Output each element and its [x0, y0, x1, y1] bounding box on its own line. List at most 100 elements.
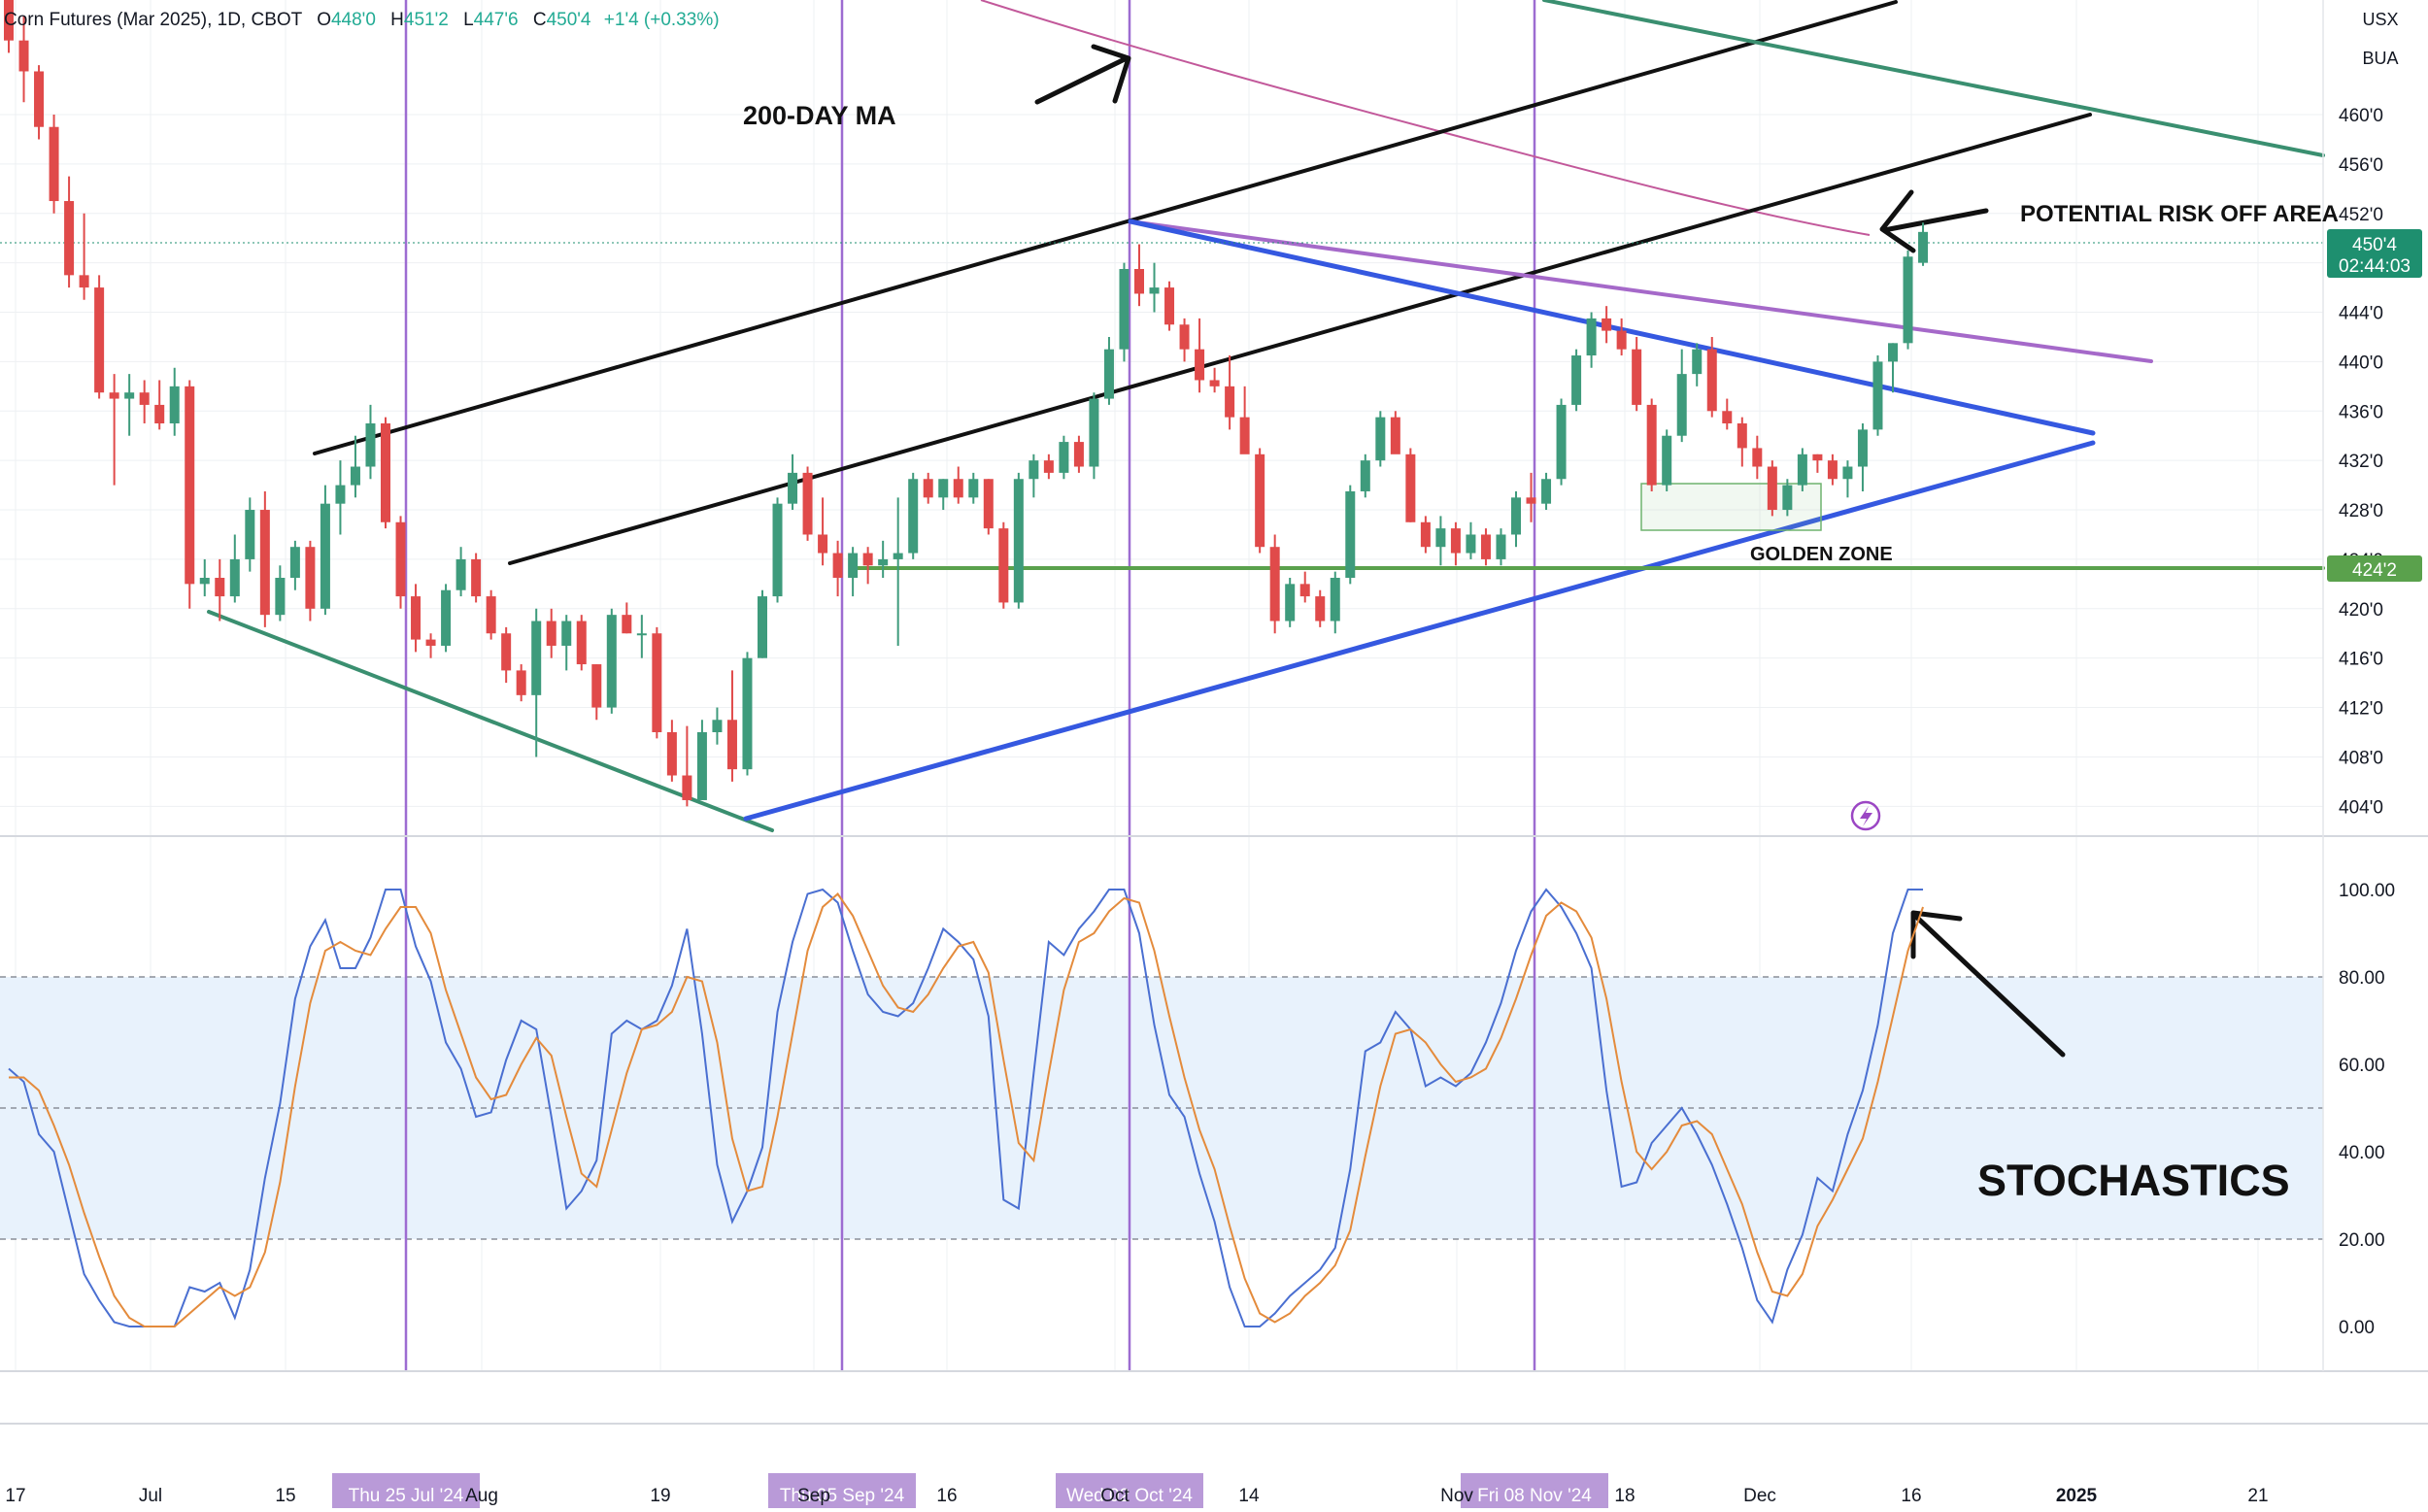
candle-body: [1737, 423, 1747, 449]
candle-body: [1616, 330, 1627, 350]
candle-body: [1797, 454, 1807, 486]
candle-body: [1722, 411, 1733, 423]
candle-body: [531, 621, 542, 695]
candle-body: [1526, 497, 1536, 504]
candle-body: [1888, 343, 1898, 362]
candle-body: [1420, 521, 1431, 548]
date-marker-label: Wed 02 Oct '24: [1066, 1486, 1193, 1506]
candle-body: [1285, 584, 1296, 622]
candle-body: [742, 657, 753, 770]
candle-body: [561, 621, 572, 646]
open-label: O: [317, 10, 331, 30]
candle-body: [606, 615, 617, 708]
candle-body: [109, 392, 119, 399]
candle-body: [1676, 374, 1687, 436]
price-tick-label: 444'0: [2339, 304, 2383, 324]
ma-arrow-shaft: [1034, 55, 1130, 105]
risk-label: POTENTIAL RISK OFF AREA: [2020, 201, 2339, 227]
stoch-tick-label: 100.00: [2339, 881, 2395, 901]
candle-body: [968, 479, 979, 498]
unit-button[interactable]: BUA: [2352, 49, 2409, 69]
close-label: C: [532, 10, 547, 30]
currency-button[interactable]: USX: [2352, 10, 2409, 30]
candle-body: [49, 126, 59, 202]
candle-body: [652, 633, 662, 732]
stochastic-lines: [8, 888, 1924, 1327]
candle-body: [139, 392, 150, 405]
channel-green-line: [1542, 0, 2325, 157]
date-marker-label: Thu 25 Jul '24: [349, 1486, 464, 1506]
candle-body: [1556, 404, 1567, 480]
candle-body: [1466, 534, 1476, 554]
candle-body: [1662, 435, 1672, 486]
candle-body: [726, 720, 737, 770]
time-axis[interactable]: 17 Jul 15 Aug 19 Sep 16 Oct 14 Nov 18 Dec 16 2025 21: [5, 1486, 2268, 1506]
date-marker-lines: Thu 25 Jul '24 Thu 05 Sep '24 Wed 02 Oct '…: [332, 0, 1608, 1508]
candle-body: [350, 466, 360, 486]
candle-body: [365, 423, 376, 467]
time-tick-label: 16: [1901, 1486, 1921, 1506]
symbol-header: Corn Futures (Mar 2025), 1D, CBOT O448'0…: [4, 10, 720, 31]
date-marker-badge: [768, 1473, 916, 1508]
candle-body: [1103, 349, 1114, 399]
candle-body: [4, 0, 14, 41]
candle-body: [1692, 349, 1703, 375]
candle-body: [1299, 584, 1310, 597]
ma-arrow-head: [1091, 44, 1131, 104]
candle-body: [289, 547, 300, 578]
price-tick-label: 452'0: [2339, 205, 2383, 225]
candle-body: [1480, 534, 1491, 559]
stoch-tick-label: 80.00: [2339, 968, 2385, 989]
trendlines: [0, 0, 2325, 1058]
time-tick-label: 19: [650, 1486, 670, 1506]
candle-body: [486, 596, 496, 634]
candle-body: [1918, 231, 1929, 263]
candle-body: [1842, 466, 1853, 480]
channel-mid-line: [508, 113, 2092, 565]
channel-top-line: [313, 0, 1898, 455]
candle-body: [622, 615, 632, 634]
candle-body: [1541, 479, 1552, 504]
candle-body: [411, 596, 422, 640]
date-marker-label: Fri 08 Nov '24: [1477, 1486, 1592, 1506]
candle-body: [1511, 497, 1521, 535]
candle-body: [1390, 417, 1400, 454]
time-tick-label: 21: [2247, 1486, 2268, 1506]
candle-body: [275, 578, 286, 616]
candle-body: [1903, 256, 1913, 344]
candle-body: [682, 775, 692, 800]
candle-body: [1059, 442, 1069, 473]
high-value: 451'2: [403, 10, 449, 30]
flash-icon[interactable]: [1850, 800, 1881, 831]
stoch-arrow-shaft: [1912, 913, 2066, 1058]
price-tick-label: 432'0: [2339, 452, 2383, 472]
candle-body: [1255, 454, 1265, 548]
candle-body: [953, 479, 963, 498]
price-axis[interactable]: 460'0456'0452'0448'0444'0440'0436'0432'0…: [2327, 106, 2422, 1338]
candle-body: [1269, 547, 1280, 622]
candle-body: [1767, 466, 1777, 511]
candle-body: [471, 558, 482, 597]
risk-arrow-head: [1879, 189, 1916, 253]
candle-body: [1013, 479, 1024, 603]
candle-body: [546, 621, 556, 646]
candle-body: [1360, 460, 1370, 491]
date-marker-badge: [1056, 1473, 1203, 1508]
stoch-tick-label: 40.00: [2339, 1143, 2385, 1163]
candle-body: [1782, 485, 1793, 511]
candle-body: [1706, 349, 1717, 412]
golden-zone-box: [1640, 483, 1822, 531]
candle-body: [938, 479, 949, 498]
candle-body: [501, 633, 512, 671]
stoch-d-line: [9, 892, 1924, 1327]
stoch-k-line: [8, 888, 1924, 1327]
open-value: 448'0: [330, 10, 376, 30]
date-marker-badge: [1461, 1473, 1608, 1508]
candle-body: [441, 589, 452, 646]
candle-body: [1752, 448, 1763, 467]
candle-body: [1043, 460, 1054, 473]
time-tick-label: 17: [5, 1486, 25, 1506]
candle-body: [229, 558, 240, 597]
candle-body: [832, 553, 843, 578]
